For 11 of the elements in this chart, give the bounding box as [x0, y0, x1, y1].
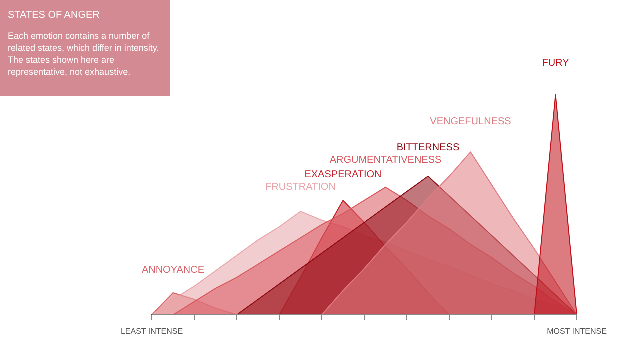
text: STATES OF ANGER	[8, 10, 101, 21]
text: EXASPERATION	[304, 170, 382, 181]
text: VENGEFULNESS	[430, 116, 512, 128]
chart-subtitle: Each emotion contains a number of related states, which differ in intensity. The states shown here are representative, not exhaustive.	[8, 30, 160, 78]
text: ANNOYANCE	[142, 265, 205, 276]
x-tick-label: LEAST INTENSE	[120, 327, 184, 336]
text: ARGUMENTATIVENESS	[330, 154, 442, 166]
x-tick-label: MOST INTENSE	[547, 327, 607, 336]
text: FRUSTRATION	[266, 182, 336, 194]
text: BITTERNESS	[396, 142, 460, 154]
text: FURY	[542, 58, 570, 69]
